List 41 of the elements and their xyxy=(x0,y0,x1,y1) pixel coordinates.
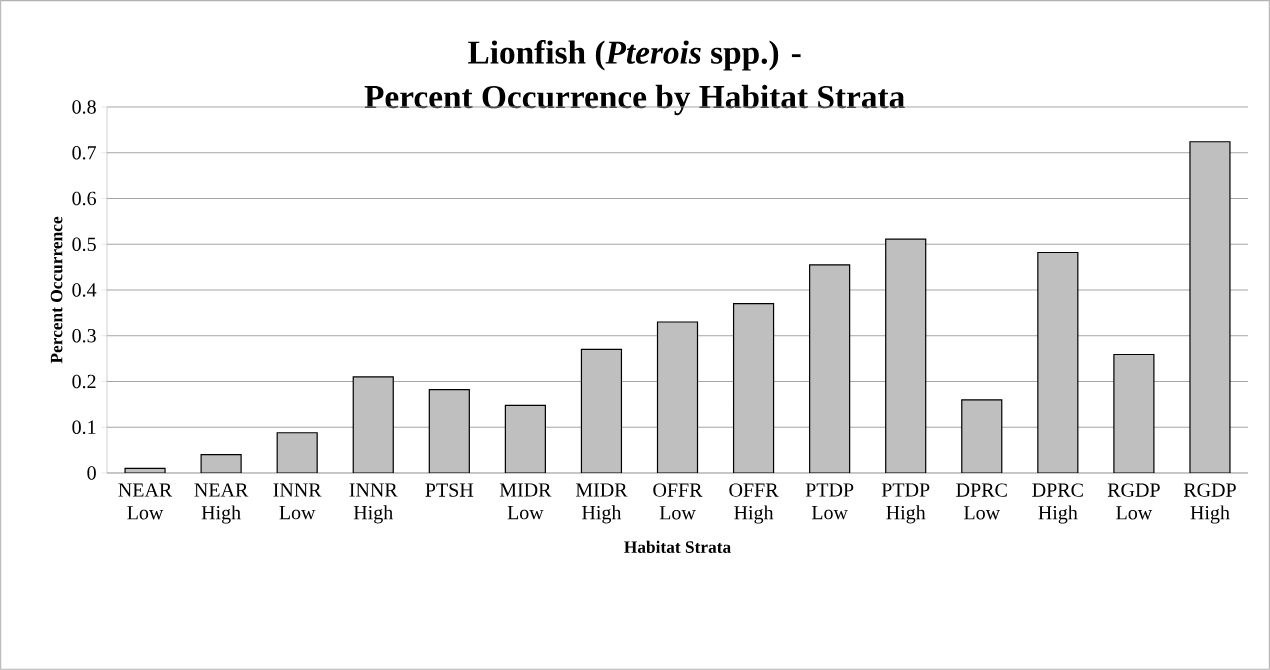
bar xyxy=(1113,353,1155,473)
y-tick-label: 0.1 xyxy=(72,420,96,435)
x-tick-label: OFFR Low xyxy=(653,483,703,520)
y-tick-label: 0.2 xyxy=(72,374,96,389)
bar xyxy=(961,399,1003,473)
y-tick-label: 0.3 xyxy=(72,328,96,343)
y-tick-label: 0.8 xyxy=(72,100,96,114)
bar xyxy=(1189,141,1231,473)
bar xyxy=(1037,251,1079,473)
x-axis-title: Habitat Strata xyxy=(624,540,731,553)
y-axis-title: Percent Occurrence xyxy=(50,216,63,364)
y-tick-label: 0.6 xyxy=(72,191,97,206)
x-tick-label: NEAR Low xyxy=(118,483,173,520)
bar xyxy=(504,404,546,473)
y-tick-label: 0.5 xyxy=(72,237,96,252)
x-tick-label: DPRC Low xyxy=(956,483,1007,520)
chart-subtitle: Percent Occurrence by Habitat Strata xyxy=(364,84,905,116)
x-tick-label: PTSH xyxy=(425,483,474,497)
bar xyxy=(352,376,394,473)
bar xyxy=(428,389,470,473)
x-tick-label: PTDP High xyxy=(881,483,930,524)
bar xyxy=(885,238,927,473)
y-tick-label: 0 xyxy=(87,466,96,480)
x-tick-label: RGDP High xyxy=(1183,483,1236,524)
x-tick-label: INNR High xyxy=(349,483,398,524)
x-tick-label: DPRC High xyxy=(1032,483,1083,524)
x-tick-label: NEAR High xyxy=(194,483,249,524)
x-tick-label: RGDP Low xyxy=(1107,483,1160,520)
x-tick-label: INNR Low xyxy=(273,483,322,520)
x-tick-label: MIDR Low xyxy=(499,483,552,520)
bar xyxy=(732,303,775,473)
x-tick-label: MIDR High xyxy=(575,483,628,524)
bar xyxy=(656,321,699,473)
y-tick-label: 0.7 xyxy=(72,145,97,160)
x-tick-label: PTDP Low xyxy=(805,483,854,520)
y-tick-label: 0.4 xyxy=(72,283,97,297)
bar xyxy=(276,432,318,473)
chart-title: Lionfish (Pterois spp.) - xyxy=(468,40,801,71)
x-tick-label: OFFR High xyxy=(729,483,779,524)
bar xyxy=(809,264,851,473)
bar xyxy=(580,348,623,473)
